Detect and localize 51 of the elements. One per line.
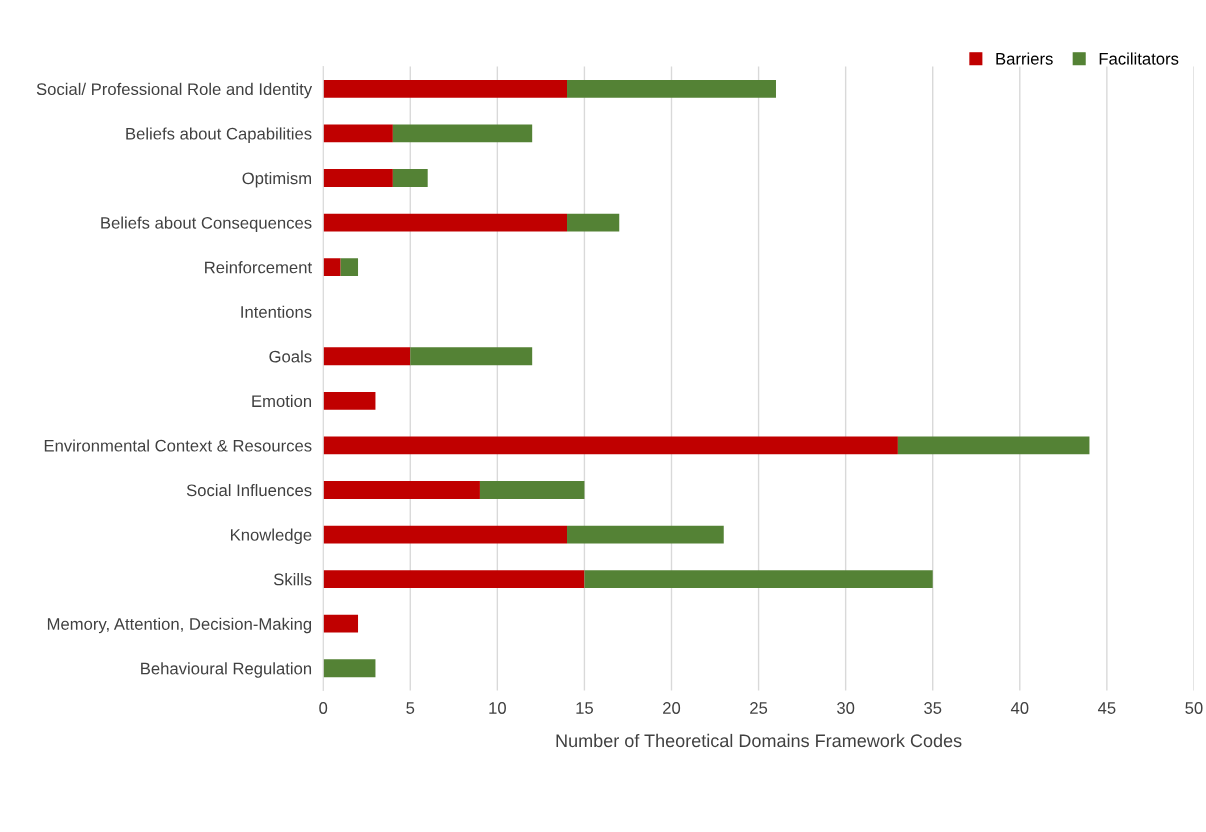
y-tick-label: Knowledge [231,528,312,545]
x-tick-label: 20 [663,702,681,714]
y-tick-label: Emotion [252,394,312,408]
y-tick-label: Intentions [241,305,312,318]
y-tick-label: Reinforcement [205,261,312,274]
x-tick-label: 25 [750,702,768,714]
x-tick-label: 45 [1097,702,1116,714]
y-tick-label: Environmental Context & Resources [44,439,312,452]
legend-label: Barriers [996,52,1053,65]
bar [323,124,393,143]
bar [323,614,359,633]
bar [323,258,341,277]
bar [410,347,533,366]
x-tick-label: 0 [319,702,328,714]
x-tick-label: 40 [1010,702,1029,714]
bar [323,391,376,410]
y-tick-label: Social Influences [186,483,312,497]
y-tick-label: Beliefs about Consequences [101,216,312,233]
bar [323,347,411,366]
bar [897,436,1090,455]
bar [323,436,898,455]
bar [392,169,428,187]
y-tick-label: Skills [273,573,312,586]
x-axis-title: Number of Theoretical Domains Framework Codes [556,733,962,748]
bar [392,124,533,143]
y-tick-label: Goals [269,350,312,363]
bar [479,481,585,499]
bar [323,481,480,499]
x-tick-label: 15 [576,702,593,714]
bar [567,213,620,232]
bar [567,525,724,544]
legend-label: Facilitators [1099,52,1179,65]
bar [323,570,585,589]
bar [567,79,776,98]
bar [323,79,568,98]
y-tick-label: Optimism [242,171,311,188]
y-tick-label: Beliefs about Capabilities [126,127,312,143]
bar [340,258,359,277]
bar [323,525,568,544]
bar [584,570,933,589]
x-tick-label: 30 [837,702,855,714]
x-tick-label: 35 [924,702,942,714]
bar [323,213,568,232]
bar [323,659,376,678]
y-tick-label: Behavioural Regulation [141,662,312,678]
y-tick-label: Social/ Professional Role and Identity [36,82,313,99]
x-tick-label: 5 [406,702,415,714]
x-tick-label: 50 [1185,702,1203,714]
y-tick-label: Memory, Attention, Decision-Making [47,617,312,634]
bar [323,169,393,187]
x-tick-label: 10 [489,702,506,714]
